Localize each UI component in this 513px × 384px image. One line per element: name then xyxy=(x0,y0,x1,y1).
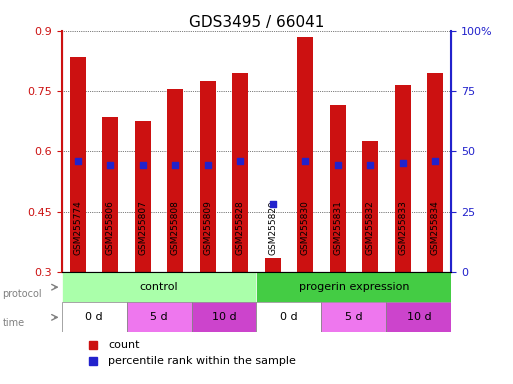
Text: 10 d: 10 d xyxy=(212,312,236,322)
Text: 0 d: 0 d xyxy=(280,312,298,322)
FancyBboxPatch shape xyxy=(191,302,256,333)
Text: percentile rank within the sample: percentile rank within the sample xyxy=(108,356,296,366)
Point xyxy=(269,200,277,207)
Bar xyxy=(134,121,151,272)
Text: protocol: protocol xyxy=(3,289,42,299)
Bar xyxy=(362,141,378,272)
Bar xyxy=(427,73,443,272)
FancyBboxPatch shape xyxy=(62,272,256,302)
Point xyxy=(139,162,147,169)
FancyBboxPatch shape xyxy=(322,302,386,333)
Text: GSM255834: GSM255834 xyxy=(431,200,440,255)
Point xyxy=(74,158,82,164)
FancyBboxPatch shape xyxy=(127,302,191,333)
Point xyxy=(171,162,180,169)
Text: GSM255828: GSM255828 xyxy=(236,200,245,255)
Text: GSM255830: GSM255830 xyxy=(301,200,310,255)
Text: control: control xyxy=(140,282,179,292)
Text: GSM255831: GSM255831 xyxy=(333,200,342,255)
FancyBboxPatch shape xyxy=(256,302,322,333)
Point xyxy=(399,161,407,167)
Point xyxy=(366,162,374,169)
Text: GSM255833: GSM255833 xyxy=(398,200,407,255)
Point xyxy=(301,158,309,164)
Text: progerin expression: progerin expression xyxy=(299,282,409,292)
Bar xyxy=(200,81,216,272)
Point xyxy=(333,162,342,169)
Bar xyxy=(394,85,411,272)
Text: GSM255809: GSM255809 xyxy=(203,200,212,255)
Text: GSM255832: GSM255832 xyxy=(366,200,374,255)
Text: time: time xyxy=(3,318,25,328)
Bar xyxy=(70,57,86,272)
Title: GDS3495 / 66041: GDS3495 / 66041 xyxy=(189,15,324,30)
Text: GSM255808: GSM255808 xyxy=(171,200,180,255)
Text: 10 d: 10 d xyxy=(407,312,431,322)
Bar xyxy=(329,105,346,272)
Point xyxy=(204,162,212,169)
Text: GSM255774: GSM255774 xyxy=(73,200,82,255)
Bar xyxy=(232,73,248,272)
Text: GSM255807: GSM255807 xyxy=(139,200,147,255)
Text: 0 d: 0 d xyxy=(85,312,103,322)
Text: count: count xyxy=(108,340,140,350)
Bar xyxy=(297,37,313,272)
Text: GSM255829: GSM255829 xyxy=(268,200,277,255)
FancyBboxPatch shape xyxy=(256,272,451,302)
Text: 5 d: 5 d xyxy=(345,312,363,322)
Bar xyxy=(102,117,119,272)
FancyBboxPatch shape xyxy=(386,302,451,333)
Text: 5 d: 5 d xyxy=(150,312,168,322)
Point xyxy=(106,162,114,169)
Text: GSM255806: GSM255806 xyxy=(106,200,115,255)
Point xyxy=(431,158,439,164)
Bar xyxy=(167,89,183,272)
FancyBboxPatch shape xyxy=(62,302,127,333)
Bar xyxy=(265,258,281,272)
Point xyxy=(236,158,244,164)
